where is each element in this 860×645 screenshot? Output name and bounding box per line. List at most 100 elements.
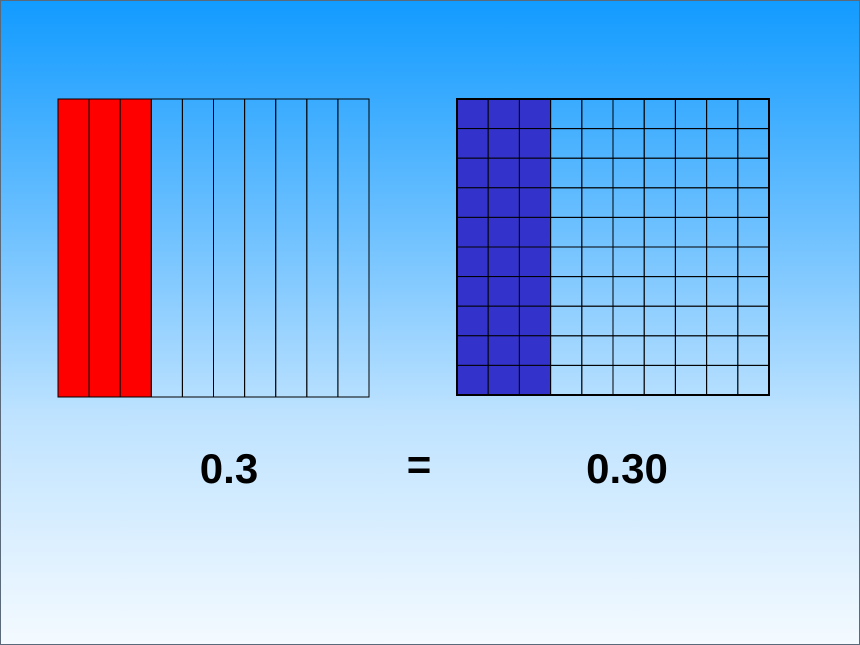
equals-sign: = [407,441,432,488]
left-label: 0.3 [200,445,258,492]
cell [737,305,770,337]
cell [612,335,645,366]
cell [550,157,583,189]
cell [706,335,739,366]
right-label: 0.30 [586,445,668,492]
shaded-cell [487,335,520,366]
cell [550,246,583,278]
cell [643,276,676,307]
shaded-cell [487,98,520,130]
cell [581,246,614,278]
shaded-column [57,98,90,398]
cell [706,276,739,307]
cell [674,98,708,130]
cell [737,157,770,189]
cell [674,305,708,337]
cell [643,246,676,278]
cell [581,157,614,189]
cell [643,187,676,218]
cell [581,216,614,248]
cell [643,128,676,159]
cell [612,187,645,218]
cell [550,276,583,307]
cell [581,187,614,218]
shaded-cell [518,157,552,189]
column [275,98,308,398]
cell [643,305,676,337]
cell [643,216,676,248]
cell [737,276,770,307]
cell [581,98,614,130]
shaded-cell [518,246,552,278]
cell [706,128,739,159]
cell [612,216,645,248]
cell [581,305,614,337]
cell [581,276,614,307]
cell [674,216,708,248]
cell [643,157,676,189]
shaded-cell [487,246,520,278]
shaded-cell [456,216,489,248]
cell [550,187,583,218]
shaded-cell [456,246,489,278]
cell [706,98,739,130]
shaded-cell [518,364,552,396]
shaded-cell [518,187,552,218]
cell [550,216,583,248]
cell [550,335,583,366]
shaded-cell [456,187,489,218]
cell [674,128,708,159]
shaded-cell [518,305,552,337]
shaded-cell [456,128,489,159]
cell [612,157,645,189]
cell [612,98,645,130]
shaded-cell [456,364,489,396]
cell [643,98,676,130]
column [181,98,214,398]
cell [550,305,583,337]
shaded-column [119,98,152,398]
grid-border [456,98,770,396]
shaded-cell [456,98,489,130]
cell [737,364,770,396]
shaded-cell [487,276,520,307]
column [244,98,277,398]
shaded-cell [487,128,520,159]
shaded-cell [456,157,489,189]
shaded-cell [456,335,489,366]
cell [674,187,708,218]
shaded-cell [487,305,520,337]
cell [612,246,645,278]
cell [706,246,739,278]
shaded-cell [487,157,520,189]
cell [643,364,676,396]
column [150,98,183,398]
shaded-cell [487,216,520,248]
cell [581,335,614,366]
cell [737,335,770,366]
shaded-cell [518,98,552,130]
column [306,98,339,398]
shaded-cell [518,335,552,366]
cell [581,128,614,159]
cell [737,187,770,218]
cell [737,98,770,130]
cell [612,305,645,337]
shaded-cell [456,276,489,307]
cell [706,157,739,189]
column [213,98,246,398]
cell [737,216,770,248]
shaded-cell [518,128,552,159]
cell [674,335,708,366]
shaded-cell [487,187,520,218]
cell [612,276,645,307]
shaded-cell [456,305,489,337]
cell [706,187,739,218]
cell [706,364,739,396]
shaded-cell [518,216,552,248]
cell [550,364,583,396]
cell [674,276,708,307]
cell [550,98,583,130]
